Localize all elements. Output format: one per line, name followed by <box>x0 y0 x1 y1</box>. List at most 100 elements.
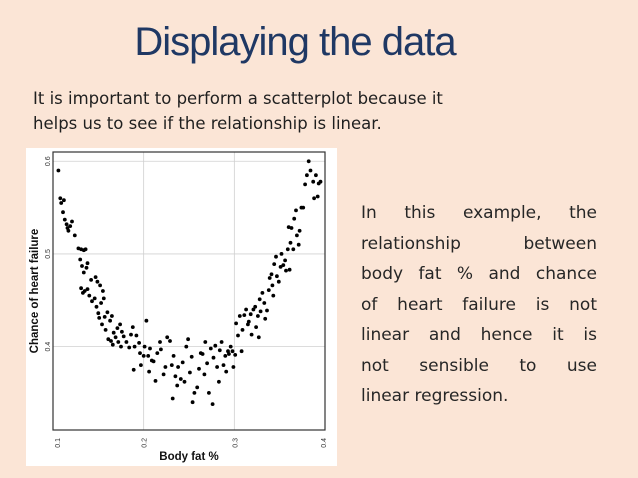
scatter-point <box>203 340 208 344</box>
scatter-point <box>138 351 142 355</box>
scatter-point <box>287 267 292 272</box>
scatter-point <box>110 314 114 318</box>
scatterplot-chart: 0.1 0.2 0.3 0.4 0.4 0.5 0.6 Body fat % Chance … <box>29 151 328 463</box>
scatter-point <box>283 258 287 263</box>
scatter-point <box>256 335 261 340</box>
scatter-point <box>119 344 123 349</box>
scatter-point <box>100 322 104 327</box>
x-tick-label: 0.2 <box>142 438 149 448</box>
scatter-point <box>230 349 235 354</box>
scatter-point <box>291 247 296 252</box>
scatter-point <box>182 379 187 384</box>
scatter-point <box>227 352 231 356</box>
scatter-point <box>219 340 224 344</box>
scatter-point <box>113 335 118 340</box>
scatter-point <box>168 339 172 343</box>
scatter-point <box>109 339 113 343</box>
scatter-point <box>278 265 283 269</box>
scatter-point <box>106 337 111 342</box>
scatter-point <box>105 310 110 315</box>
scatter-point <box>98 283 102 288</box>
scatter-point <box>248 312 253 317</box>
scatter-point <box>158 340 162 344</box>
scatter-point <box>221 363 226 367</box>
data-points <box>56 159 323 406</box>
explanation-text: In this example, the relationship betwee… <box>361 198 597 412</box>
scatter-point <box>318 179 323 184</box>
scatter-point <box>281 263 286 267</box>
scatter-point <box>197 366 201 371</box>
scatter-point <box>305 173 309 178</box>
scatter-point <box>68 224 73 228</box>
scatter-point <box>84 265 89 270</box>
scatter-point <box>184 344 189 349</box>
scatter-point <box>192 391 197 395</box>
scatter-point <box>144 318 149 323</box>
scatter-point <box>99 301 103 305</box>
scatter-point <box>271 293 276 298</box>
scatter-point <box>129 332 133 337</box>
x-axis-label: Body fat % <box>159 451 218 463</box>
scatter-point <box>266 288 271 292</box>
scatter-point <box>224 369 229 374</box>
scatter-point <box>97 316 102 320</box>
scatter-point <box>161 372 166 377</box>
x-tick-label: 0.4 <box>321 438 328 448</box>
scatter-point <box>175 383 180 388</box>
scatter-point <box>159 347 163 352</box>
scatter-point <box>315 194 320 199</box>
scatter-point <box>92 296 97 301</box>
scatter-point <box>207 391 211 395</box>
scatter-point <box>141 354 146 358</box>
scatter-point <box>130 325 135 329</box>
scatter-point <box>178 377 183 381</box>
scatter-point <box>311 179 316 184</box>
scatter-point <box>147 369 151 374</box>
scatter-point <box>242 313 247 317</box>
scatter-point <box>153 379 158 383</box>
scatter-point <box>72 233 77 238</box>
scatter-point <box>108 318 112 323</box>
scatter-point <box>120 329 124 334</box>
plot-frame <box>52 151 326 431</box>
scatter-point <box>213 343 218 348</box>
scatter-point <box>188 370 192 375</box>
scatter-point <box>189 354 194 359</box>
scatter-point <box>66 228 71 233</box>
y-tick-label: 0.6 <box>45 156 52 166</box>
scatter-point <box>200 352 205 356</box>
scatter-point <box>176 365 181 369</box>
scatter-point <box>223 354 228 358</box>
scatter-point <box>270 283 275 288</box>
scatter-point <box>217 348 222 353</box>
scatter-point <box>249 332 254 337</box>
scatter-point <box>233 353 238 357</box>
scatter-point <box>101 296 106 301</box>
scatter-point <box>121 334 126 339</box>
scatter-point <box>208 346 213 351</box>
scatter-point <box>59 201 64 205</box>
scatter-point <box>62 217 67 222</box>
scatter-point <box>244 307 249 312</box>
scatter-point <box>94 304 99 309</box>
scatter-point <box>308 168 313 173</box>
explanation-line: body fat % and chance <box>361 264 597 284</box>
axis-ticks: 0.1 0.2 0.3 0.4 0.4 0.5 0.6 <box>45 156 328 447</box>
scatter-point <box>95 279 100 284</box>
scatter-point <box>306 159 311 164</box>
scatter-point <box>171 354 176 358</box>
explanation-line: In this example, the <box>361 203 597 223</box>
scatter-point <box>294 208 298 213</box>
scatter-point <box>85 261 90 266</box>
intro-line: It is important to perform a scatterplot… <box>33 89 443 108</box>
scatter-point <box>312 196 316 201</box>
scatter-point <box>90 299 94 304</box>
scatter-point <box>211 355 216 360</box>
scatter-point <box>254 325 258 329</box>
scatter-point <box>124 340 129 344</box>
scatter-point <box>62 198 66 203</box>
scatter-point <box>217 379 221 384</box>
x-tick-label: 0.1 <box>55 438 62 448</box>
scatter-point <box>61 210 65 215</box>
scatter-point <box>148 346 152 351</box>
